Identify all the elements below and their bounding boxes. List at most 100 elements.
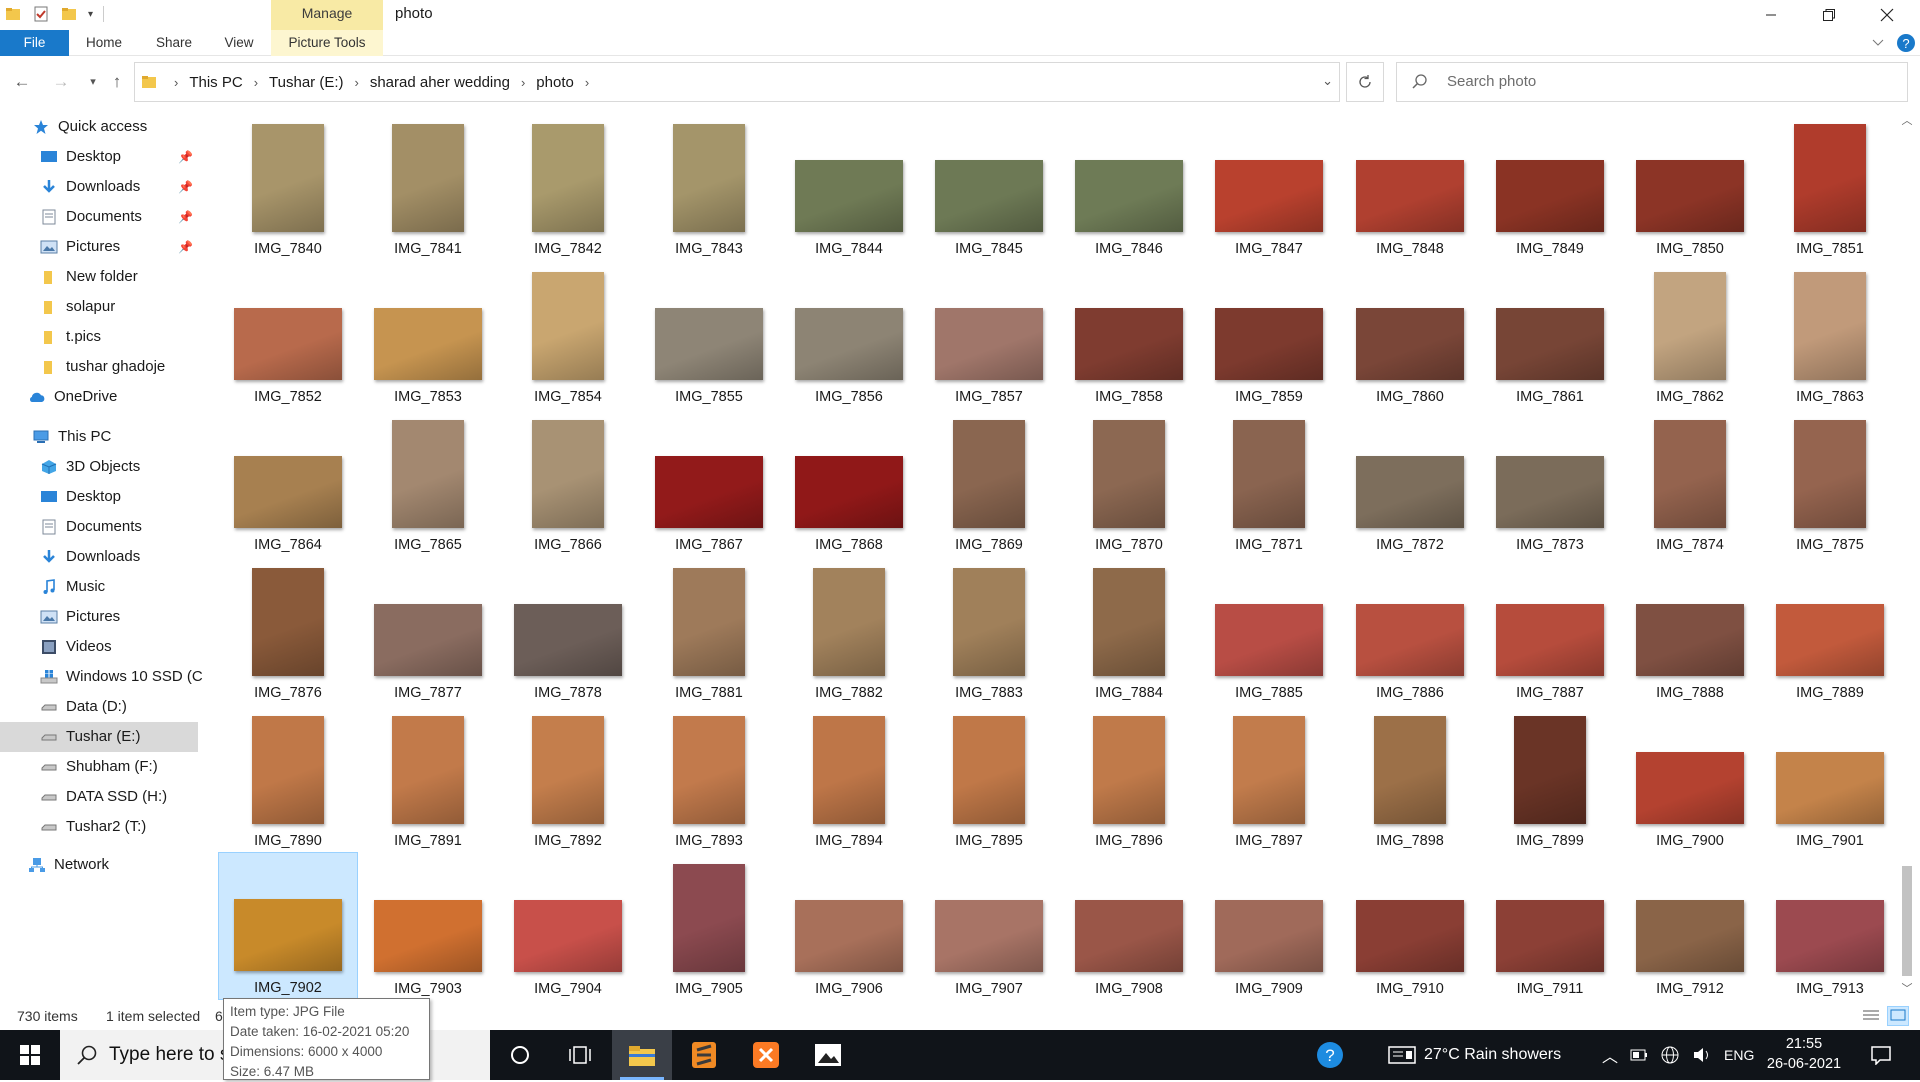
volume-icon[interactable] (1692, 1046, 1712, 1064)
nav-pc-item[interactable]: Windows 10 SSD (C (0, 662, 203, 692)
refresh-button[interactable] (1346, 62, 1384, 102)
tab-picture-tools[interactable]: Picture Tools (288, 35, 366, 50)
recent-locations-button[interactable]: ▾ (82, 71, 104, 93)
file-item[interactable]: IMG_7896 (1059, 704, 1199, 852)
file-item[interactable]: IMG_7841 (358, 112, 498, 260)
scroll-up-icon[interactable]: ︿ (1901, 115, 1913, 127)
file-item[interactable]: IMG_7840 (218, 112, 358, 260)
nav-quick-item[interactable]: Pictures 📌 (0, 232, 198, 262)
file-item[interactable]: IMG_7873 (1480, 408, 1620, 556)
file-item[interactable]: IMG_7901 (1760, 704, 1900, 852)
file-item[interactable]: IMG_7885 (1199, 556, 1339, 704)
file-item[interactable]: IMG_7865 (358, 408, 498, 556)
file-item[interactable]: IMG_7887 (1480, 556, 1620, 704)
file-item[interactable]: IMG_7902 (218, 852, 358, 1000)
file-item[interactable]: IMG_7843 (639, 112, 779, 260)
file-item[interactable]: IMG_7846 (1059, 112, 1199, 260)
expand-ribbon-icon[interactable] (1872, 38, 1884, 48)
file-item[interactable]: IMG_7874 (1620, 408, 1760, 556)
battery-icon[interactable] (1630, 1048, 1648, 1062)
network-globe-icon[interactable] (1660, 1045, 1680, 1065)
search-box[interactable]: Search photo (1396, 62, 1908, 102)
nav-quick-item[interactable]: t.pics (0, 322, 198, 352)
breadcrumb-tushar-drive[interactable]: Tushar (E:) (269, 73, 344, 91)
file-item[interactable]: IMG_7884 (1059, 556, 1199, 704)
file-item[interactable]: IMG_7860 (1340, 260, 1480, 408)
file-item[interactable]: IMG_7863 (1760, 260, 1900, 408)
cortana-button[interactable] (490, 1030, 550, 1080)
details-view-button[interactable] (1860, 1006, 1882, 1026)
file-item[interactable]: IMG_7904 (498, 852, 638, 1000)
customize-toolbar-icon[interactable]: ▾ (88, 8, 94, 20)
file-item[interactable]: IMG_7907 (919, 852, 1059, 1000)
file-item[interactable]: IMG_7906 (779, 852, 919, 1000)
clock[interactable]: 21:55 26-06-2021 (1764, 1034, 1844, 1074)
file-item[interactable]: IMG_7859 (1199, 260, 1339, 408)
help-icon[interactable]: ? (1896, 33, 1916, 53)
taskbar-search-input[interactable]: Type here to s (109, 1044, 230, 1065)
tab-share[interactable]: Share (155, 35, 193, 50)
file-item[interactable]: IMG_7845 (919, 112, 1059, 260)
nav-pc-item[interactable]: Desktop (0, 482, 198, 512)
file-item[interactable]: IMG_7862 (1620, 260, 1760, 408)
weather-widget[interactable]: 27°C Rain showers (1388, 1030, 1561, 1080)
new-folder-icon[interactable] (60, 5, 78, 23)
nav-quick-item[interactable]: tushar ghadoje (0, 352, 198, 382)
taskbar-file-explorer[interactable] (612, 1030, 672, 1080)
file-item[interactable]: IMG_7882 (779, 556, 919, 704)
forward-button[interactable]: → (50, 71, 72, 93)
file-item[interactable]: IMG_7869 (919, 408, 1059, 556)
file-item[interactable]: IMG_7849 (1480, 112, 1620, 260)
taskbar-sublime-text[interactable] (674, 1030, 734, 1080)
file-item[interactable]: IMG_7868 (779, 408, 919, 556)
file-item[interactable]: IMG_7875 (1760, 408, 1900, 556)
address-dropdown-icon[interactable]: ⌄ (1322, 73, 1333, 88)
file-item[interactable]: IMG_7893 (639, 704, 779, 852)
nav-pc-item[interactable]: Music (0, 572, 198, 602)
vertical-scrollbar[interactable]: ︿ ﹀ (1897, 112, 1917, 998)
file-item[interactable]: IMG_7912 (1620, 852, 1760, 1000)
file-item[interactable]: IMG_7913 (1760, 852, 1900, 1000)
people-button[interactable]: ? (1300, 1030, 1360, 1080)
tab-file[interactable]: File (0, 30, 69, 56)
nav-this-pc[interactable]: This PC (0, 422, 198, 452)
scroll-down-icon[interactable]: ﹀ (1901, 983, 1913, 995)
show-hidden-icons-icon[interactable]: ︿ (1602, 1049, 1619, 1066)
file-item[interactable]: IMG_7881 (639, 556, 779, 704)
file-item[interactable]: IMG_7878 (498, 556, 638, 704)
tab-view[interactable]: View (224, 35, 254, 50)
file-item[interactable]: IMG_7909 (1199, 852, 1339, 1000)
file-item[interactable]: IMG_7888 (1620, 556, 1760, 704)
back-button[interactable]: ← (11, 71, 33, 93)
language-indicator[interactable]: ENG (1724, 1047, 1755, 1063)
nav-pc-item[interactable]: Pictures (0, 602, 198, 632)
minimize-button[interactable] (1742, 0, 1800, 30)
file-item[interactable]: IMG_7891 (358, 704, 498, 852)
task-view-button[interactable] (550, 1030, 610, 1080)
taskbar-photos[interactable] (798, 1030, 858, 1080)
close-button[interactable] (1858, 0, 1916, 30)
file-item[interactable]: IMG_7850 (1620, 112, 1760, 260)
nav-quick-item[interactable]: New folder (0, 262, 198, 292)
file-item[interactable]: IMG_7889 (1760, 556, 1900, 704)
taskbar-xampp[interactable] (736, 1030, 796, 1080)
pin-icon[interactable]: 📌 (178, 210, 193, 224)
maximize-button[interactable] (1800, 0, 1858, 30)
file-item[interactable]: IMG_7908 (1059, 852, 1199, 1000)
nav-pc-item[interactable]: DATA SSD (H:) (0, 782, 198, 812)
file-item[interactable]: IMG_7890 (218, 704, 358, 852)
file-item[interactable]: IMG_7855 (639, 260, 779, 408)
file-item[interactable]: IMG_7852 (218, 260, 358, 408)
pin-icon[interactable]: 📌 (178, 180, 193, 194)
nav-network[interactable]: Network (0, 850, 198, 880)
properties-icon[interactable] (32, 5, 50, 23)
file-item[interactable]: IMG_7886 (1340, 556, 1480, 704)
nav-pc-item[interactable]: Videos (0, 632, 198, 662)
pin-icon[interactable]: 📌 (178, 240, 193, 254)
file-item[interactable]: IMG_7871 (1199, 408, 1339, 556)
search-input[interactable]: Search photo (1447, 73, 1537, 90)
breadcrumb-wedding-folder[interactable]: sharad aher wedding (369, 73, 510, 91)
nav-pc-item[interactable]: 3D Objects (0, 452, 198, 482)
file-item[interactable]: IMG_7867 (639, 408, 779, 556)
start-button[interactable] (0, 1030, 60, 1080)
